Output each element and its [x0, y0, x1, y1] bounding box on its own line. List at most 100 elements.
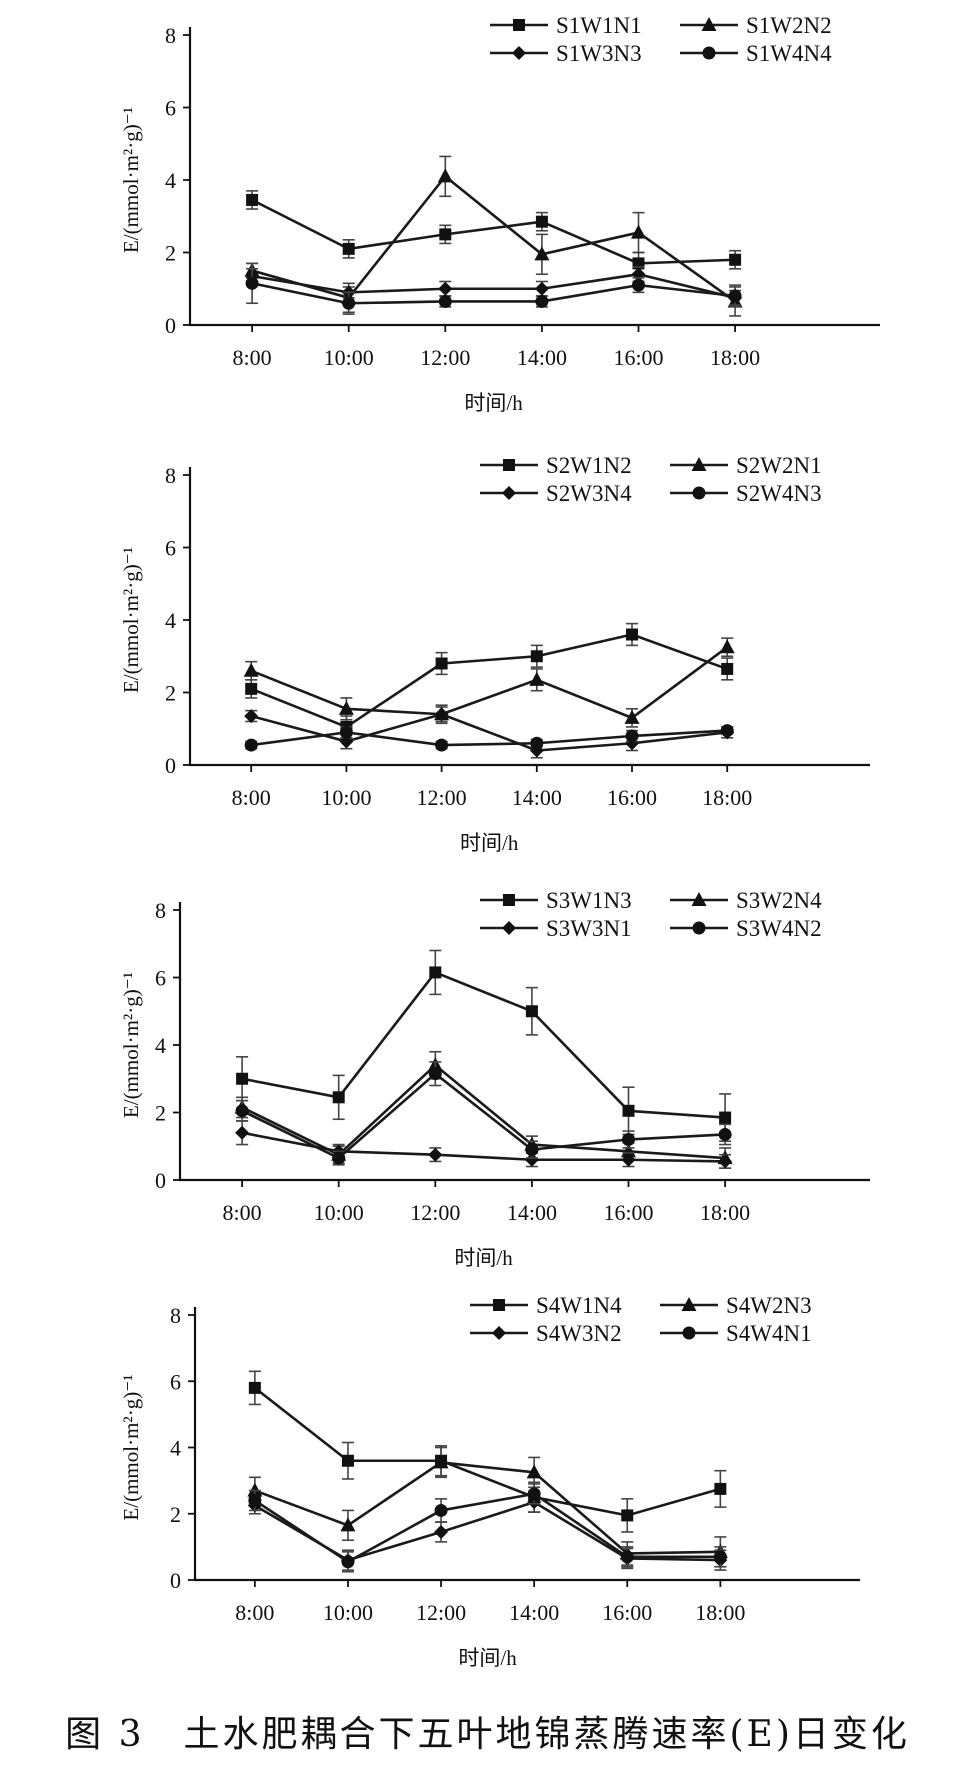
data-point [437, 168, 453, 183]
legend-marker [692, 921, 706, 935]
data-point [626, 628, 638, 641]
legend-marker [512, 46, 526, 60]
data-point [341, 1454, 354, 1467]
y-tick-label: 0 [165, 313, 176, 338]
data-point [621, 1143, 636, 1158]
data-point [535, 294, 549, 308]
data-point [428, 1147, 443, 1162]
legend-item: S2W4N3 [670, 481, 822, 506]
legend-marker [702, 46, 716, 60]
series-line [254, 1500, 721, 1562]
data-point [235, 1104, 249, 1118]
x-tick-label: 14:00 [507, 1200, 557, 1225]
y-tick-label: 8 [165, 463, 176, 488]
data-point [631, 224, 646, 239]
axes [188, 27, 880, 327]
data-point [525, 1143, 539, 1157]
data-point [729, 253, 742, 266]
series-line [254, 1386, 721, 1517]
legend-label: S4W4N1 [726, 1321, 812, 1346]
series-line [250, 633, 728, 729]
series-S4W1N4 [248, 1370, 727, 1533]
series-line [250, 712, 728, 752]
data-point [434, 1503, 448, 1517]
data-point [340, 1517, 356, 1532]
y-tick-label: 6 [170, 1369, 181, 1394]
x-tick-label: 12:00 [416, 1600, 466, 1625]
series-line [241, 1131, 726, 1163]
data-point [534, 246, 550, 261]
x-tick-label: 12:00 [420, 345, 470, 370]
y-tick-label: 0 [170, 1568, 181, 1593]
data-point [246, 193, 259, 206]
x-tick-label: 10:00 [324, 345, 374, 370]
legend-item: S1W4N4 [680, 41, 832, 66]
legend-marker [692, 486, 706, 500]
y-tick-label: 6 [165, 536, 176, 561]
legend-item: S3W1N3 [480, 888, 632, 913]
data-point [342, 242, 355, 255]
legend-item: S1W2N2 [680, 13, 832, 38]
y-tick-label: 8 [155, 898, 166, 923]
legend: S4W1N4 S4W2N3 S4W3N2 S4W4N1 [470, 1293, 812, 1346]
legend-item: S4W1N4 [470, 1293, 622, 1318]
series-line [251, 198, 736, 265]
chart-panel-4: 0 2 4 6 8 8:00 10:00 12:00 14:00 16:00 18:00 时间/h E/… [119, 1293, 860, 1670]
series-S2W4N3 [244, 724, 734, 752]
data-point [342, 296, 356, 310]
data-point [719, 639, 735, 654]
y-axis-title: E/(mmol·m²·g)⁻¹ [119, 547, 143, 693]
y-axis-title: E/(mmol·m²·g)⁻¹ [119, 972, 143, 1118]
legend-marker [493, 1299, 505, 1311]
series-S1W3N3 [245, 266, 743, 306]
data-point [718, 1154, 733, 1169]
x-tick-label: 18:00 [702, 785, 752, 810]
legend-label: S1W1N1 [556, 13, 642, 38]
data-point [529, 671, 545, 686]
data-point [728, 289, 742, 303]
x-tick-label: 14:00 [509, 1600, 559, 1625]
x-tick-label: 18:00 [700, 1200, 750, 1225]
data-point [719, 1111, 732, 1124]
series-S3W1N3 [236, 949, 732, 1142]
data-point [620, 1550, 634, 1564]
x-tick-label: 14:00 [512, 785, 562, 810]
data-point [247, 1482, 263, 1497]
legend-item: S3W2N4 [670, 888, 822, 913]
series-line [251, 729, 728, 747]
chart-panel-3: 0 2 4 6 8 8:00 10:00 12:00 14:00 16:00 18:00 时间/h E/… [119, 888, 870, 1270]
y-tick-label: 4 [165, 168, 176, 193]
x-tick-label: 10:00 [314, 1200, 364, 1225]
data-point [338, 700, 354, 715]
data-point [435, 657, 448, 670]
legend-label: S4W1N4 [536, 1293, 622, 1318]
x-tick-label: 16:00 [603, 1200, 653, 1225]
legend: S2W1N2 S2W2N1 S2W3N4 S2W4N3 [480, 453, 822, 506]
series-S2W2N1 [243, 637, 735, 728]
x-axis-title: 时间/h [460, 831, 519, 855]
series-S1W2N2 [244, 155, 743, 317]
series-S4W4N1 [248, 1483, 727, 1573]
legend-label: S1W3N3 [556, 41, 642, 66]
data-point [714, 1482, 727, 1495]
data-point [530, 650, 543, 663]
data-point [535, 215, 548, 228]
legend-item: S2W3N4 [480, 481, 632, 506]
y-tick-label: 0 [165, 753, 176, 778]
x-tick-label: 16:00 [613, 345, 663, 370]
data-point [527, 1487, 541, 1501]
y-tick-label: 2 [170, 1502, 181, 1527]
x-tick-label: 18:00 [695, 1600, 745, 1625]
x-tick-label: 12:00 [410, 1200, 460, 1225]
data-point [530, 736, 544, 750]
x-axis-title: 时间/h [454, 1246, 513, 1270]
data-point [244, 709, 259, 724]
chart-panel-2: 0 2 4 6 8 8:00 10:00 12:00 14:00 16:00 18:00 时间/h E/… [119, 453, 870, 855]
axes [188, 467, 870, 767]
x-tick-label: 8:00 [235, 1600, 274, 1625]
series-S4W3N2 [247, 1491, 728, 1571]
legend: S1W1N1 S1W2N2 S1W3N3 S1W4N4 [490, 13, 832, 66]
data-point [244, 738, 258, 752]
x-tick-label: 12:00 [417, 785, 467, 810]
